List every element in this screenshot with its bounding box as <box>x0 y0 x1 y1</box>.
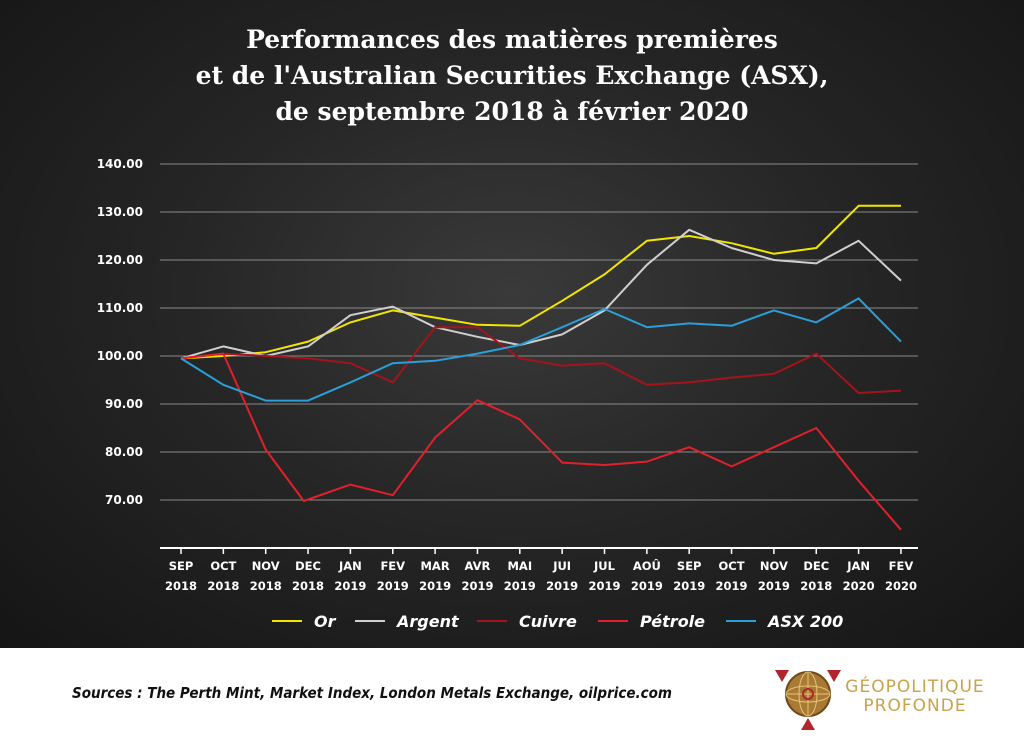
x-tick-label-year: 2019 <box>461 579 493 593</box>
x-tick-label-year: 2020 <box>885 579 917 593</box>
series-line-p-trole <box>180 352 902 531</box>
legend-item-cuivre: Cuivre <box>477 610 577 632</box>
x-tick-label-year: 2018 <box>292 579 324 593</box>
footer: Sources : The Perth Mint, Market Index, … <box>0 648 1024 747</box>
x-tick-label-year: 2019 <box>716 579 748 593</box>
x-tick-label-month: JUL <box>593 559 616 573</box>
gridlines <box>160 163 918 501</box>
chart-title-line-3: de septembre 2018 à février 2020 <box>275 97 749 126</box>
x-tick-label-year: 2018 <box>207 579 239 593</box>
x-tick-label-month: AOÛ <box>633 558 661 573</box>
series-line-argent <box>180 228 902 360</box>
globe-target-icon <box>775 670 841 730</box>
legend-label-petrole: Pétrole <box>640 611 706 631</box>
logo-text: GÉOPOLITIQUE PROFONDE <box>845 678 985 716</box>
x-tick-label-month: NOV <box>252 559 280 573</box>
y-tick-label: 70.00 <box>105 493 143 507</box>
sources-text: Sources : The Perth Mint, Market Index, … <box>72 684 672 702</box>
x-tick-label-year: 2018 <box>165 579 197 593</box>
x-tick-label-month: DEC <box>803 559 829 573</box>
y-axis-tick-labels: 70.00 80.00 90.00 100.00 110.00 120.00 130.00 1… <box>97 157 143 507</box>
x-tick-label-year: 2019 <box>334 579 366 593</box>
x-tick-label-month: JUI <box>552 559 571 573</box>
y-tick-label: 80.00 <box>105 445 143 459</box>
chart-title-line-1: Performances des matières premières <box>246 25 778 54</box>
x-tick-label-month: FEV <box>889 559 914 573</box>
legend-label-or: Or <box>314 611 336 631</box>
legend-label-cuivre: Cuivre <box>519 611 577 631</box>
x-tick-label-month: AVR <box>465 559 491 573</box>
legend-swatch-or <box>272 620 302 622</box>
logo-text-line-2: PROFONDE <box>863 696 967 716</box>
y-tick-label: 120.00 <box>97 253 143 267</box>
legend-item-or: Or <box>272 610 336 632</box>
legend-item-asx200: ASX 200 <box>726 610 843 632</box>
legend-swatch-petrole <box>598 620 628 622</box>
x-tick-label-month: MAI <box>507 559 532 573</box>
chart-title: Performances des matières premières et d… <box>0 22 1024 130</box>
x-tick-label-month: JAN <box>338 559 362 573</box>
x-tick-label-month: DEC <box>295 559 321 573</box>
legend-swatch-argent <box>355 620 385 622</box>
series-lines <box>180 204 902 531</box>
line-chart: 70.00 80.00 90.00 100.00 110.00 120.00 130.00 1… <box>97 157 918 593</box>
x-tick-label-year: 2019 <box>546 579 578 593</box>
chart-title-line-2: et de l'Australian Securities Exchange (… <box>195 61 829 90</box>
x-tick-label-month: SEP <box>169 559 194 573</box>
y-tick-label: 90.00 <box>105 397 143 411</box>
x-tick-label-year: 2018 <box>250 579 282 593</box>
legend-label-argent: Argent <box>397 611 459 631</box>
x-tick-label-year: 2019 <box>758 579 790 593</box>
x-tick-label-year: 2019 <box>504 579 536 593</box>
logo-text-line-1: GÉOPOLITIQUE <box>845 677 985 697</box>
x-tick-label-year: 2019 <box>588 579 620 593</box>
x-tick-label-month: OCT <box>210 559 236 573</box>
legend-item-petrole: Pétrole <box>598 610 705 632</box>
x-tick-label-month: JAN <box>846 559 870 573</box>
x-tick-label-year: 2020 <box>843 579 875 593</box>
legend-item-argent: Argent <box>355 610 459 632</box>
x-tick-label-month: MAR <box>420 559 449 573</box>
chalkboard-background: Performances des matières premières et d… <box>0 0 1024 648</box>
x-tick-label-year: 2019 <box>673 579 705 593</box>
series-line-asx-200 <box>180 297 902 402</box>
x-tick-label-month: OCT <box>719 559 745 573</box>
y-tick-label: 130.00 <box>97 205 143 219</box>
x-tick-label-year: 2019 <box>631 579 663 593</box>
y-tick-label: 110.00 <box>97 301 143 315</box>
legend-label-asx200: ASX 200 <box>768 611 844 631</box>
legend-swatch-cuivre <box>477 620 507 622</box>
x-tick-label-month: SEP <box>677 559 702 573</box>
geopolitique-profonde-logo: GÉOPOLITIQUE PROFONDE <box>773 656 1013 736</box>
x-tick-label-year: 2018 <box>800 579 832 593</box>
x-tick-label-year: 2019 <box>419 579 451 593</box>
x-tick-label-month: NOV <box>760 559 788 573</box>
x-axis: SEP 2018 OCT 2018 NOV 2018 DEC 2018 JAN 2019 FEV 20… <box>160 547 918 593</box>
x-tick-label-year: 2019 <box>377 579 409 593</box>
series-line-cuivre <box>180 326 902 394</box>
legend: Or Argent Cuivre Pétrole ASX 200 <box>0 610 1024 632</box>
x-tick-label-month: FEV <box>380 559 405 573</box>
y-tick-label: 100.00 <box>97 349 143 363</box>
legend-swatch-asx200 <box>726 620 756 622</box>
y-tick-label: 140.00 <box>97 157 143 171</box>
series-line-or <box>180 204 901 360</box>
